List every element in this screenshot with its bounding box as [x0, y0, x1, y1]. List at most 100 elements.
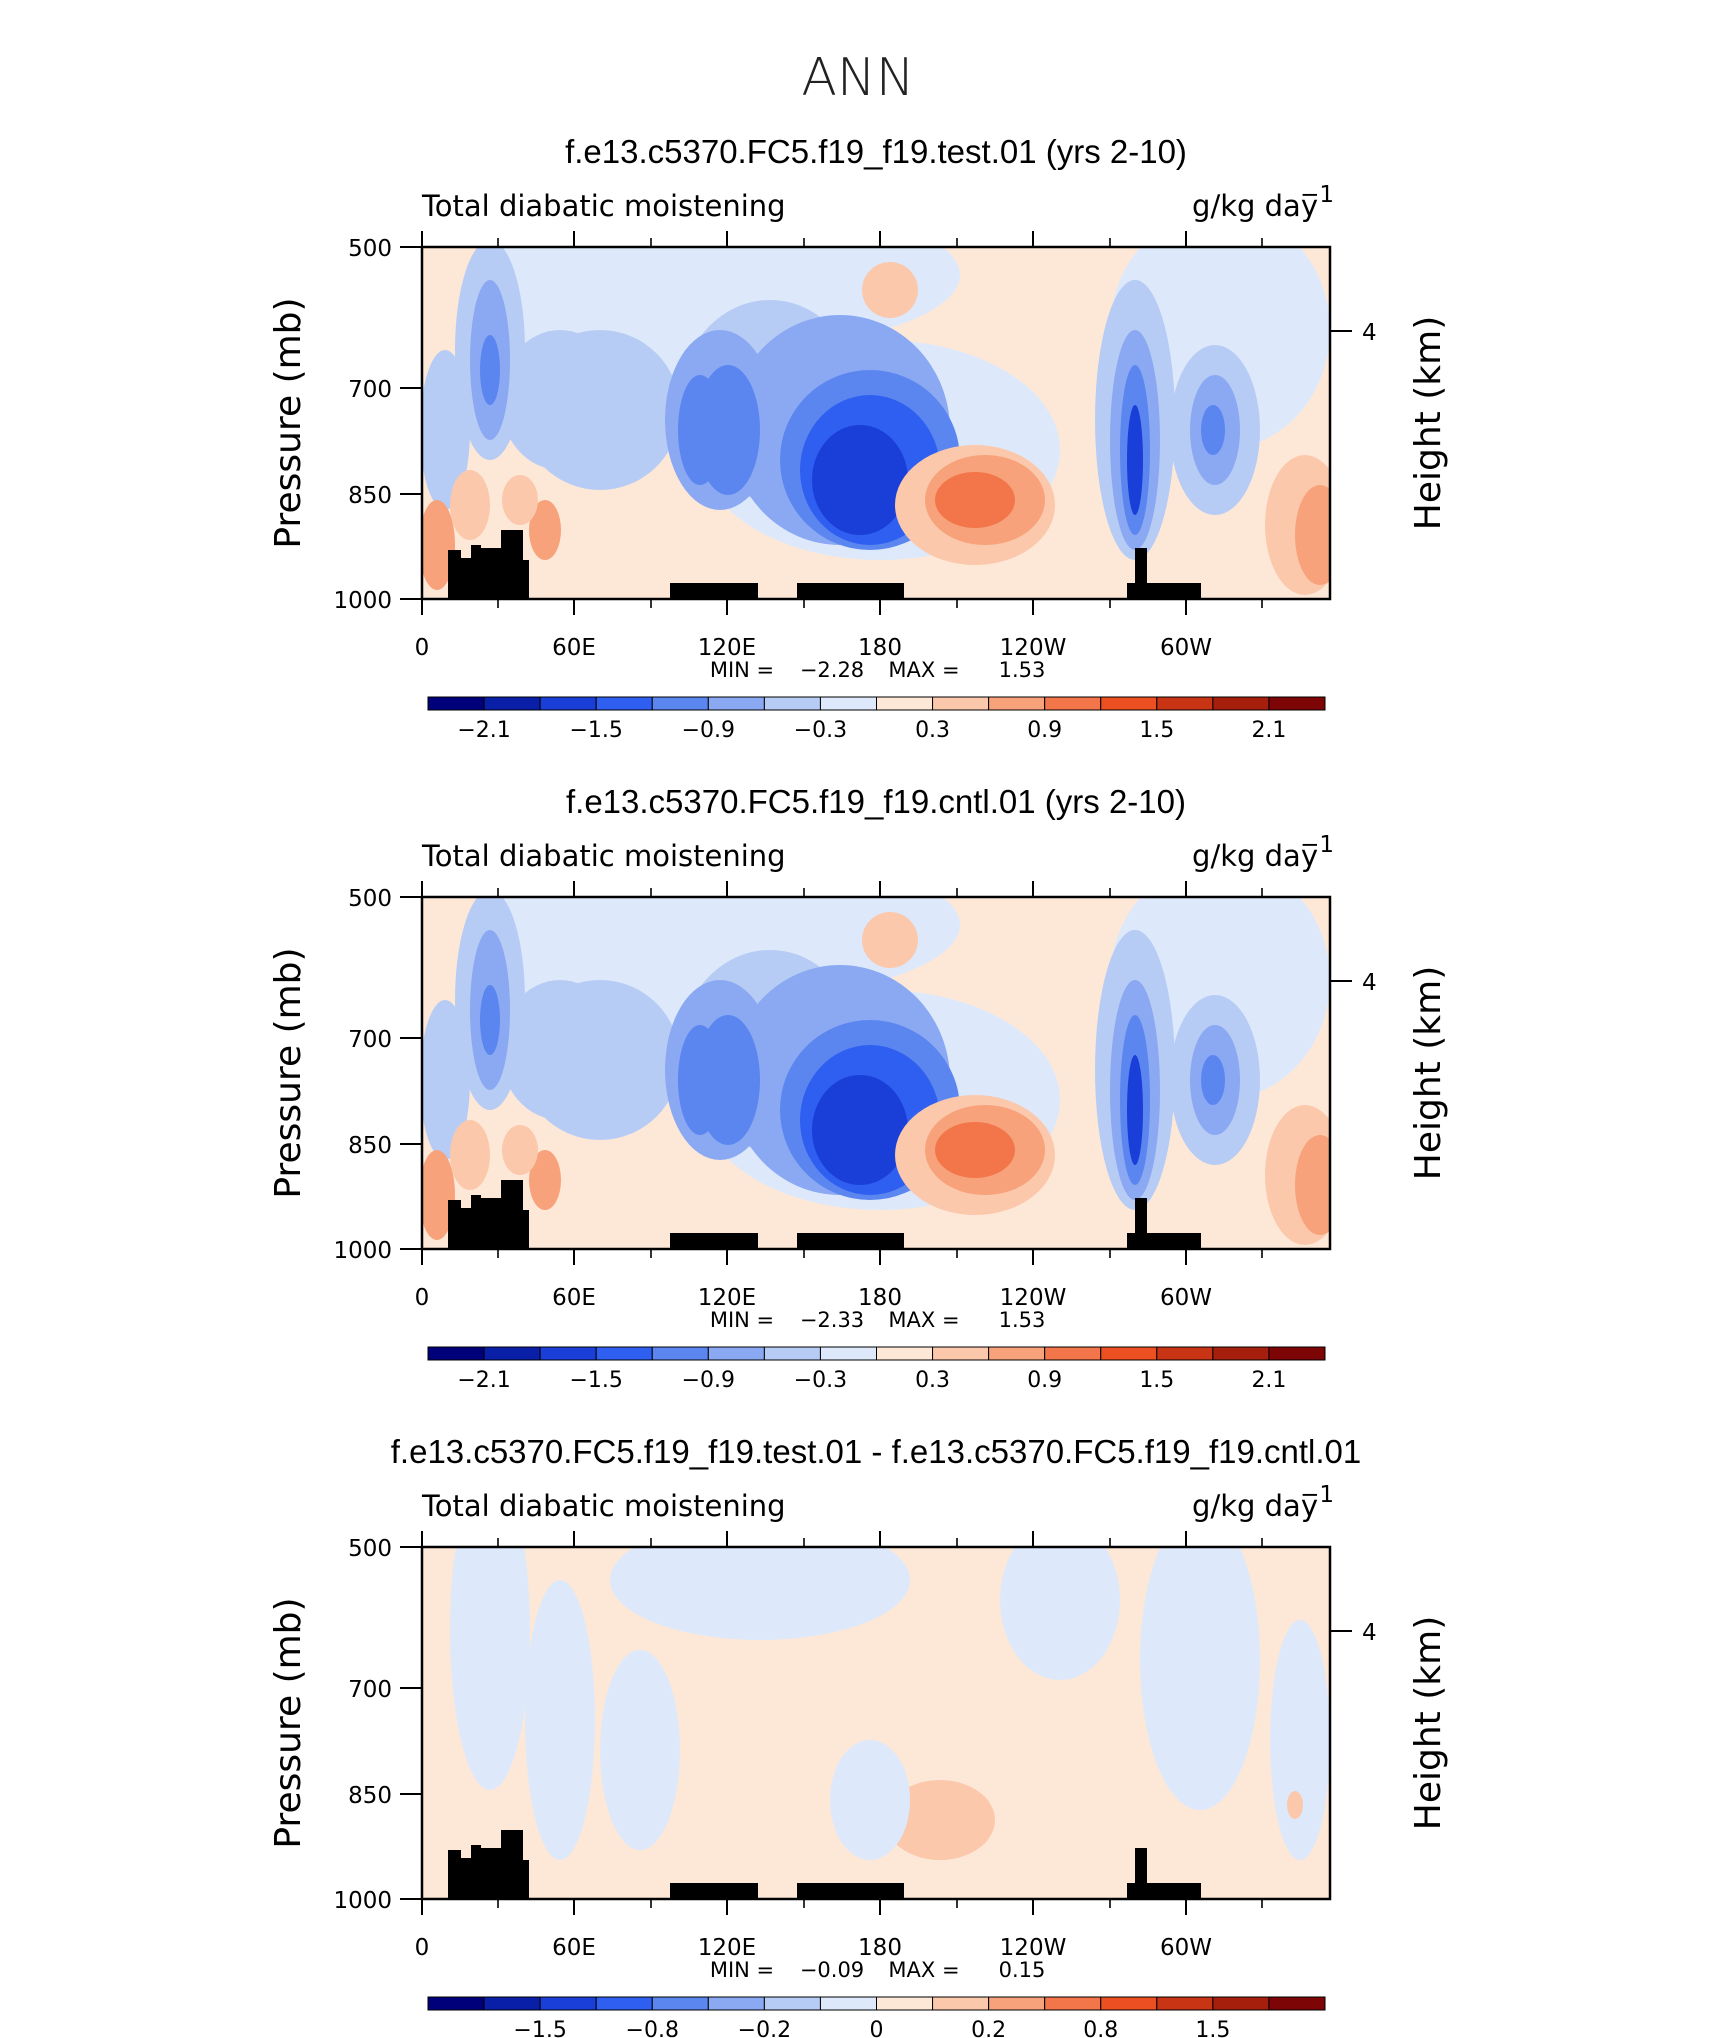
contour-region-18: [422, 1000, 470, 1160]
units-exponent: −1: [1300, 182, 1334, 208]
colorbar-swatch: [1212, 1346, 1270, 1361]
colorbar-swatch: [932, 696, 990, 711]
land-mask-2: [461, 1858, 471, 1899]
contour-region-34: [529, 500, 561, 560]
contour-region-7: [1270, 1620, 1330, 1860]
x-tick-label: 60W: [1160, 635, 1212, 661]
colorbar-swatch: [819, 696, 877, 711]
colorbar-label: −0.9: [682, 1368, 735, 1393]
variable-label: Total diabatic moistening: [421, 189, 786, 223]
contour-region-14: [678, 1025, 722, 1135]
panel-title: f.e13.c5370.FC5.f19_f19.test.01 - f.e13.…: [391, 1433, 1361, 1470]
land-mask-3: [471, 1195, 481, 1249]
y-tick-label: 500: [348, 886, 392, 912]
colorbar-label: −1.5: [569, 718, 622, 743]
units-label: g/kg day: [1192, 189, 1318, 223]
max-value: 0.15: [999, 1958, 1046, 1982]
x-tick-label: 120W: [1000, 635, 1067, 661]
max-value: 1.53: [999, 1308, 1046, 1332]
colorbar-swatch: [483, 696, 541, 711]
y-tick-label: 1000: [333, 1888, 392, 1914]
land-mask-5: [501, 1180, 523, 1249]
colorbar-label: 1.5: [1195, 2018, 1230, 2038]
colorbar-swatch: [988, 1996, 1046, 2011]
colorbar-swatch: [1100, 696, 1158, 711]
y-right-axis-title: Height (km): [1408, 966, 1449, 1180]
contour-region-35: [502, 475, 538, 525]
colorbar-swatch: [539, 1346, 597, 1361]
contour-region-2: [525, 1580, 595, 1860]
colorbar-swatch: [876, 1346, 934, 1361]
min-label: MIN =: [710, 1958, 774, 1982]
contour-region-18: [422, 350, 470, 510]
contour-region-29: [862, 912, 918, 968]
colorbar-swatch: [651, 696, 709, 711]
colorbar-swatch: [876, 1996, 934, 2011]
contour-region-4: [1000, 1547, 1120, 1680]
land-mask-8: [797, 583, 904, 599]
colorbar-swatch: [988, 1346, 1046, 1361]
colorbar-label: 0: [870, 2018, 884, 2038]
colorbar-swatch: [763, 1996, 821, 2011]
colorbar-swatch: [1212, 696, 1270, 711]
main-title: ANN: [801, 48, 914, 108]
contour-region-8: [885, 1780, 995, 1860]
colorbar-swatch: [819, 1996, 877, 2011]
units-exponent: −1: [1300, 832, 1334, 858]
max-label: MAX =: [888, 1958, 959, 1982]
contour-region-29: [862, 262, 918, 318]
contour-region-32: [422, 1150, 455, 1240]
land-mask-9: [1127, 1883, 1135, 1899]
x-tick-label: 60E: [552, 635, 596, 661]
x-tick-label: 120E: [698, 1935, 756, 1961]
land-mask-2: [461, 1208, 471, 1249]
right-tick-label: 4: [1362, 1620, 1377, 1646]
colorbar-label: 0.8: [1083, 2018, 1118, 2038]
y-tick-label: 500: [348, 1536, 392, 1562]
min-value: −2.33: [800, 1308, 864, 1332]
land-mask-5: [501, 530, 523, 599]
land-mask-9: [1127, 1233, 1135, 1249]
x-tick-label: 60W: [1160, 1935, 1212, 1961]
land-mask-8: [797, 1233, 904, 1249]
colorbar-swatch: [763, 1346, 821, 1361]
x-tick-label: 180: [858, 1285, 902, 1311]
x-tick-label: 60E: [552, 1285, 596, 1311]
contour-region-9: [1287, 1791, 1303, 1819]
units-exponent: −1: [1300, 1482, 1334, 1508]
colorbar-label: −1.5: [513, 2018, 566, 2038]
panel-2: f.e13.c5370.FC5.f19_f19.cntl.01 (yrs 2-1…: [268, 783, 1449, 1393]
colorbar-swatch: [539, 1996, 597, 2011]
land-mask-2: [461, 558, 471, 599]
panel-1: f.e13.c5370.FC5.f19_f19.test.01 (yrs 2-1…: [268, 133, 1449, 743]
colorbar-label: 2.1: [1251, 1368, 1286, 1393]
y-axis-title: Pressure (mb): [268, 947, 309, 1198]
contour-region-3: [610, 1547, 910, 1640]
colorbar-swatch: [483, 1346, 541, 1361]
y-tick-label: 850: [348, 483, 392, 509]
colorbar-label: −0.3: [794, 718, 847, 743]
colorbar-label: 2.1: [1251, 718, 1286, 743]
contour-region-35: [502, 1125, 538, 1175]
contour-region-6: [520, 980, 680, 1140]
contour-region-5: [1140, 1547, 1260, 1810]
colorbar-swatch: [707, 1996, 765, 2011]
variable-label: Total diabatic moistening: [421, 839, 786, 873]
colorbar-label: 1.5: [1139, 1368, 1174, 1393]
land-mask-10: [1135, 1198, 1147, 1249]
colorbar-swatch: [595, 1346, 653, 1361]
colorbar-label: −0.3: [794, 1368, 847, 1393]
land-mask-7: [670, 1233, 758, 1249]
panel-3: f.e13.c5370.FC5.f19_f19.test.01 - f.e13.…: [268, 1433, 1449, 2038]
colorbar-swatch: [427, 1996, 485, 2011]
max-value: 1.53: [999, 658, 1046, 682]
right-tick-label: 4: [1362, 970, 1377, 996]
land-mask-10: [1135, 548, 1147, 599]
x-tick-label: 120W: [1000, 1935, 1067, 1961]
colorbar-swatch: [539, 696, 597, 711]
colorbar-label: 0.3: [915, 718, 950, 743]
colorbar-swatch: [1100, 1996, 1158, 2011]
y-tick-label: 850: [348, 1133, 392, 1159]
contour-region-25: [1201, 1055, 1225, 1105]
